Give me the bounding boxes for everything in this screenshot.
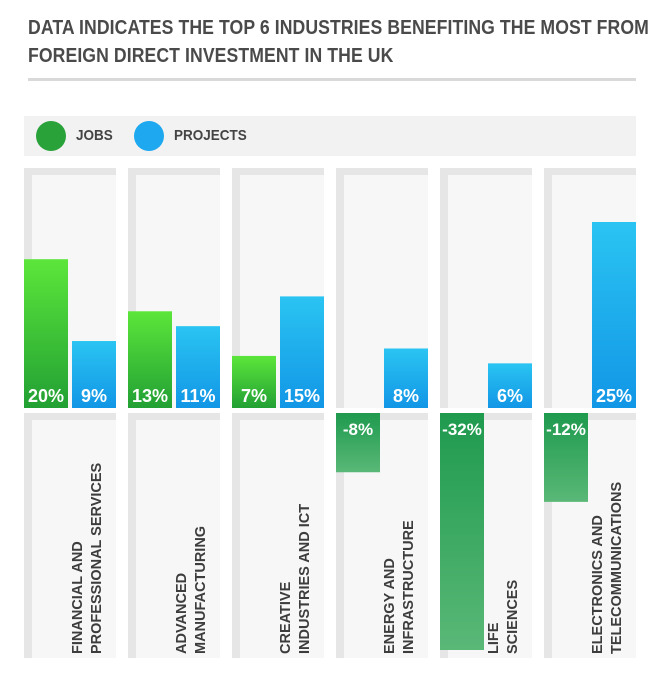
jobs-bar (544, 413, 588, 502)
title-divider (28, 78, 636, 81)
category-label-line: INFRASTRUCTURE (401, 520, 417, 654)
category-label-line: ELECTRONICS AND (590, 515, 606, 654)
chart-title: DATA INDICATES THE TOP 6 INDUSTRIES BENE… (28, 14, 649, 70)
category-label-line: LIFE (486, 622, 502, 654)
category-label-line: CREATIVE (278, 581, 294, 654)
category-label-line: MANUFACTURING (193, 526, 209, 654)
column-lower-inner (240, 420, 324, 658)
projects-bar (488, 363, 532, 408)
projects-legend-swatch (134, 121, 164, 151)
projects-bar (592, 222, 636, 408)
category-label-line: FINANCIAL AND (70, 541, 86, 654)
jobs-value-label: -12% (546, 420, 586, 439)
category-label: ELECTRONICS AND TELECOMMUNICATIONS (590, 482, 625, 654)
category-label: FINANCIAL AND PROFESSIONAL SERVICES (70, 462, 105, 654)
projects-bar (72, 341, 116, 408)
projects-legend-label: PROJECTS (174, 127, 247, 144)
category-label-line: INDUSTRIES AND ICT (297, 504, 313, 654)
category-label: CREATIVE INDUSTRIES AND ICT (278, 504, 313, 654)
category-label-line: PROFESSIONAL SERVICES (89, 462, 105, 654)
jobs-value-label: 13% (132, 386, 168, 406)
column-lower-inner (32, 420, 116, 658)
category-label: ADVANCED MANUFACTURING (174, 526, 209, 654)
chart-title-line-1: DATA INDICATES THE TOP 6 INDUSTRIES BENE… (28, 16, 649, 39)
legend: JOBS PROJECTS (24, 116, 636, 156)
projects-value-label: 8% (393, 386, 419, 406)
jobs-value-label: 20% (28, 386, 64, 406)
projects-value-label: 6% (497, 386, 523, 406)
category-label-line: SCIENCES (505, 580, 521, 654)
chart-title-line-2: FOREIGN DIRECT INVESTMENT IN THE UK (28, 44, 394, 67)
projects-value-label: 9% (81, 386, 107, 406)
jobs-bar (128, 311, 172, 408)
column-lower-inner (136, 420, 220, 658)
projects-bar (176, 326, 220, 408)
category-label-line: ADVANCED (174, 573, 190, 654)
projects-value-label: 25% (596, 386, 632, 406)
jobs-bar (336, 413, 380, 473)
projects-value-label: 11% (180, 386, 215, 406)
category-label-line: ENERGY AND (382, 558, 398, 654)
jobs-value-label: 7% (241, 386, 267, 406)
jobs-bar (440, 413, 484, 650)
jobs-value-label: -8% (343, 420, 373, 439)
category-label: ENERGY AND INFRASTRUCTURE (382, 520, 417, 654)
projects-bar (280, 296, 324, 408)
jobs-value-label: -32% (442, 420, 482, 439)
category-label: LIFE SCIENCES (486, 580, 521, 654)
projects-value-label: 15% (284, 386, 320, 406)
jobs-legend-swatch (36, 121, 66, 151)
jobs-legend-label: JOBS (76, 127, 113, 144)
jobs-bar (232, 355, 276, 408)
projects-bar (384, 348, 428, 408)
jobs-bar (24, 259, 68, 408)
category-label-line: TELECOMMUNICATIONS (609, 482, 625, 654)
